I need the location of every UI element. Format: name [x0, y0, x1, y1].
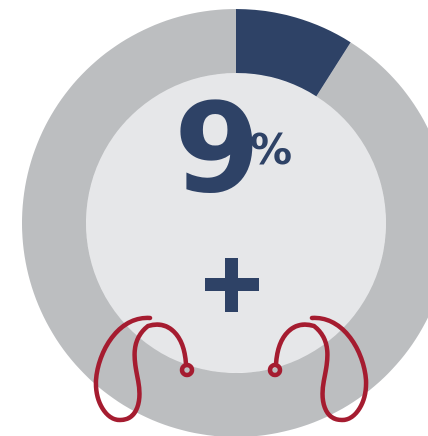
percentage-unit: % — [250, 125, 293, 174]
donut-slice-highlight — [236, 9, 351, 97]
percentage-value: 9 — [174, 77, 260, 221]
percentage-label: 9 % — [150, 87, 320, 235]
donut-center — [86, 73, 386, 373]
plus-icon — [205, 258, 259, 312]
